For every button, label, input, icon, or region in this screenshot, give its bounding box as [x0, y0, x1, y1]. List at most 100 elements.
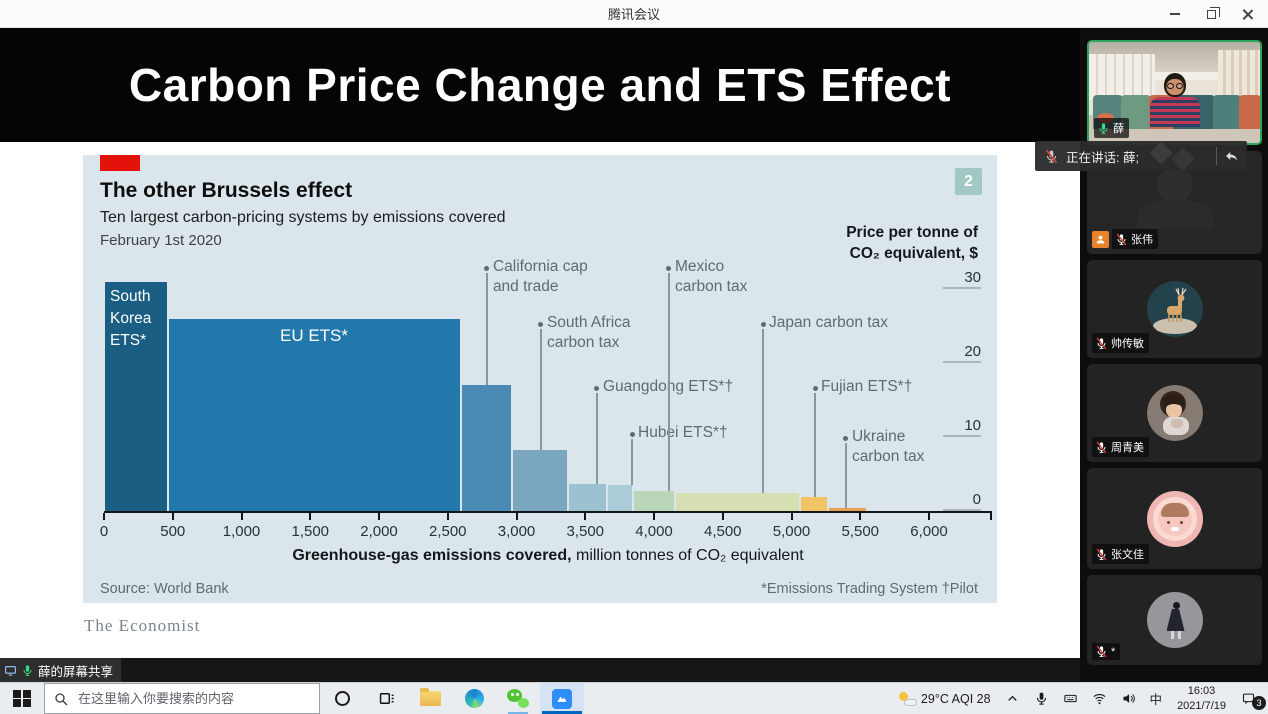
x-tick	[790, 513, 793, 520]
x-tick	[240, 513, 243, 520]
callout-line-california-cap-and-trade	[486, 273, 488, 386]
callout-line-fujian-ets	[814, 393, 816, 497]
speaker-person	[1145, 73, 1205, 131]
mic-muted-icon	[1044, 149, 1059, 164]
ime-indicator[interactable]: 中	[1143, 683, 1170, 714]
action-center-button[interactable]: 3	[1234, 683, 1268, 714]
tray-keyboard-button[interactable]	[1056, 683, 1085, 714]
x-tick	[515, 513, 518, 520]
callout-label-california-cap-and-trade: California cap and trade	[492, 258, 588, 295]
silhouette	[1156, 167, 1193, 203]
callout-label-fujian-ets: Fujian ETS*†	[821, 378, 913, 395]
start-button[interactable]	[0, 683, 44, 714]
wechat-button[interactable]	[496, 683, 540, 714]
bar-mexico-carbon-tax	[633, 491, 675, 511]
weather-widget[interactable]: 29°C AQI 28	[892, 683, 998, 714]
participant-name: *	[1111, 645, 1116, 658]
bar-label-south-korea-ets: South Korea ETS*	[110, 288, 152, 349]
bar-fujian-ets	[800, 496, 828, 511]
callout-label-japan-carbon-tax: Japan carbon tax	[769, 314, 888, 331]
mic-muted-icon	[1095, 548, 1108, 561]
taskbar-clock[interactable]: 16:03 2021/7/19	[1169, 683, 1234, 714]
glasses	[1166, 83, 1184, 89]
mic-on-icon	[1097, 122, 1110, 135]
tencent-meeting-icon	[552, 688, 572, 709]
callout-dot-ukraine-carbon-tax	[843, 436, 849, 441]
bar-south-korea-ets	[104, 281, 168, 511]
x-tick-label: 2,500	[428, 523, 467, 540]
x-tick	[721, 513, 724, 520]
cortana-button[interactable]	[320, 683, 364, 714]
x-tick-label: 6,000	[910, 523, 948, 540]
minimize-button[interactable]	[1160, 2, 1190, 26]
x-tick-label: 5,500	[841, 523, 880, 540]
bar-japan-carbon-tax	[675, 493, 800, 511]
host-badge-icon	[1092, 230, 1109, 248]
bar-south-africa-carbon-tax	[512, 450, 568, 511]
x-tick	[584, 513, 587, 520]
x-tick-label: 2,000	[360, 523, 398, 540]
slide-number-badge: 2	[955, 168, 982, 195]
bar-hubei-ets	[607, 485, 633, 511]
callout-dot-california-cap-and-trade	[484, 266, 490, 271]
participant-tile-xue[interactable]: 薛	[1087, 40, 1262, 145]
tencent-meeting-button[interactable]	[540, 683, 584, 714]
callout-line-south-africa-carbon-tax	[540, 329, 542, 451]
deer-avatar	[1146, 281, 1203, 337]
cortana-icon	[334, 691, 350, 706]
economist-chart: The other Brussels effect Ten largest ca…	[83, 155, 997, 603]
x-tick	[928, 513, 930, 520]
callout-line-guangdong-ets	[596, 393, 598, 485]
y-tick-label: 30	[943, 269, 981, 289]
tray-overflow-button[interactable]	[998, 683, 1027, 714]
y-axis-title: Price per tonne of CO₂ equivalent, $	[846, 224, 978, 262]
economist-red-tab	[100, 155, 140, 171]
edge-button[interactable]	[452, 683, 496, 714]
tray-mic-button[interactable]	[1027, 683, 1056, 714]
mic-on-icon	[21, 664, 34, 677]
participant-tile-zhangwenjia[interactable]: 张文佳	[1087, 468, 1262, 569]
mic-icon	[1034, 691, 1049, 706]
y-tick-label: 0	[943, 491, 981, 511]
slide-body: The other Brussels effect Ten largest ca…	[0, 142, 1080, 658]
slide-title-banner: Carbon Price Change and ETS Effect	[0, 28, 1080, 142]
callout-dot-japan-carbon-tax	[760, 322, 766, 327]
wechat-icon	[507, 689, 529, 708]
network-button[interactable]	[1085, 683, 1114, 714]
reply-arrow-icon[interactable]	[1223, 148, 1239, 164]
close-button[interactable]	[1232, 2, 1262, 26]
speaker-icon	[1121, 691, 1136, 706]
x-tick	[653, 513, 655, 520]
windows-logo-icon	[13, 689, 31, 708]
taskbar-search[interactable]	[44, 683, 320, 714]
callout-dot-hubei-ets	[629, 432, 635, 437]
weather-text: 29°C AQI 28	[920, 691, 991, 706]
file-explorer-button[interactable]	[408, 683, 452, 714]
mic-muted-icon	[1095, 337, 1108, 350]
callout-line-hubei-ets	[631, 439, 633, 486]
x-axis-title: Greenhouse-gas emissions covered, millio…	[292, 547, 804, 564]
search-input[interactable]	[44, 683, 320, 714]
touch-keyboard-icon	[1063, 691, 1078, 706]
x-tick-label: 4,500	[703, 523, 742, 540]
restore-button[interactable]	[1196, 2, 1226, 26]
x-tick	[309, 513, 312, 520]
volume-button[interactable]	[1114, 683, 1143, 714]
participant-tile-star[interactable]: *	[1087, 575, 1262, 665]
participant-name: 张伟	[1131, 234, 1153, 246]
callout-label-south-africa-carbon-tax: South Africa carbon tax	[546, 314, 631, 351]
speaking-toast-text: 正在讲话: 薛;	[1066, 150, 1139, 165]
task-view-button[interactable]	[364, 683, 408, 714]
window-title: 腾讯会议	[607, 7, 660, 22]
edge-icon	[464, 689, 484, 708]
x-tick-label: 1,000	[222, 523, 261, 540]
mic-muted-icon	[1115, 233, 1128, 246]
window-titlebar: 腾讯会议	[0, 0, 1268, 28]
chart-title: The other Brussels effect	[100, 179, 353, 202]
clock-date: 2021/7/19	[1177, 699, 1226, 712]
chart-subtitle: Ten largest carbon-pricing systems by em…	[100, 209, 506, 226]
participant-tile-shuaichuanmin[interactable]: 帅传敏	[1087, 260, 1262, 358]
callout-line-mexico-carbon-tax	[668, 273, 670, 492]
chart-date: February 1st 2020	[100, 232, 222, 249]
participant-tile-zhouqingmei[interactable]: 周青美	[1087, 364, 1262, 462]
